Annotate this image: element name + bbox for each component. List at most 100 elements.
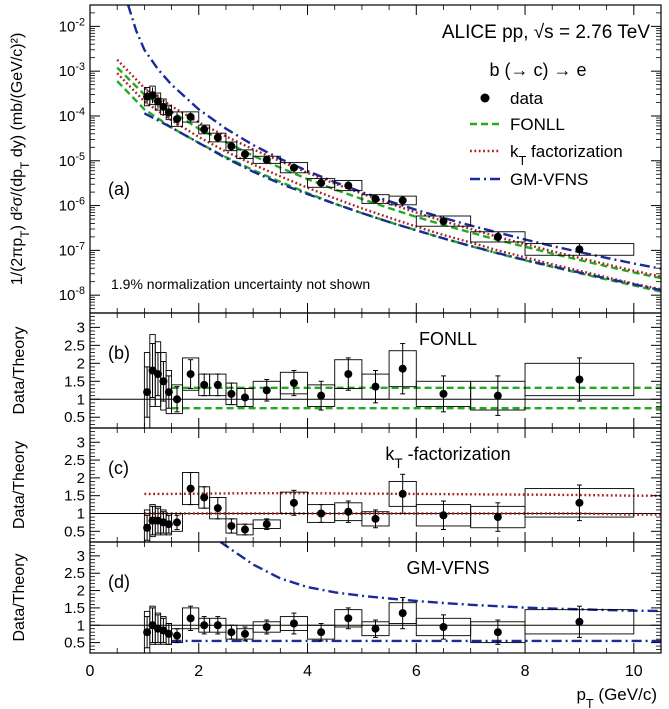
data-point <box>143 628 152 637</box>
data-point <box>262 155 271 164</box>
y-tick-label: 10-3 <box>59 61 85 80</box>
data-point <box>493 513 502 522</box>
data-point <box>143 523 152 532</box>
data-point <box>227 142 236 151</box>
panel-tag: (d) <box>108 572 130 592</box>
y-tick-label: 1.5 <box>64 600 85 617</box>
data-point <box>398 609 407 618</box>
data-point <box>173 631 182 640</box>
panel-tag: (a) <box>108 179 130 199</box>
y-tick-label: 3 <box>77 434 85 451</box>
data-point <box>148 91 157 100</box>
syst-box <box>171 513 183 532</box>
data-point <box>186 370 195 379</box>
data-point <box>317 391 326 400</box>
data-point <box>200 380 209 389</box>
data-point <box>493 391 502 400</box>
data-point <box>153 97 162 106</box>
ratio-plot-area-2 <box>90 472 661 542</box>
data-point <box>371 382 380 391</box>
syst-box <box>334 179 363 192</box>
x-tick-label: 6 <box>412 663 421 680</box>
y-tick-label: 2 <box>77 355 85 372</box>
data-point <box>153 370 162 379</box>
data-point <box>200 125 209 134</box>
data-point <box>186 614 195 623</box>
y-tick-label: 1.5 <box>64 488 85 505</box>
data-point <box>398 364 407 373</box>
y-tick-label: 2.5 <box>64 337 85 354</box>
y-tick-label: 0.5 <box>64 635 85 652</box>
data-point <box>240 150 249 159</box>
data-point <box>164 108 173 117</box>
legend-label: kT factorization <box>510 142 623 168</box>
y-tick-label: 2 <box>77 470 85 487</box>
ratio-model-label: kT -factorization <box>385 444 510 471</box>
data-point <box>213 504 222 513</box>
data-point <box>371 514 380 523</box>
process-label: b (→ c) → e <box>489 60 586 80</box>
data-point <box>186 484 195 493</box>
spectrum-plot-area <box>116 5 661 293</box>
data-point <box>289 379 298 388</box>
legend-label: GM-VFNS <box>510 170 588 189</box>
y-tick-label: 0.5 <box>64 409 85 426</box>
data-point <box>289 498 298 507</box>
y-axis-label: 1/(2πpT) d²σ/(dpT dy) (mb/(GeV/c)²) <box>9 33 32 286</box>
y-tick-label: 10-2 <box>59 16 85 35</box>
frame-layer <box>89 4 662 654</box>
y-tick-label: 0.5 <box>64 523 85 540</box>
y-tick-label: 2.5 <box>64 452 85 469</box>
x-tick-label: 2 <box>194 663 203 680</box>
data-point <box>262 520 271 529</box>
data-point <box>240 525 249 534</box>
data-point <box>240 393 249 402</box>
data-point <box>439 622 448 631</box>
data-point <box>344 181 353 190</box>
theory-lower-k_t-factorization <box>116 72 661 291</box>
data-point <box>240 629 249 638</box>
data-point <box>398 196 407 205</box>
legend-label: FONLL <box>510 115 565 134</box>
ratio-band-upper <box>144 492 661 497</box>
theory-upper-gm-vfns <box>126 5 661 270</box>
ratio-model-label: FONLL <box>419 329 477 349</box>
data-point <box>439 511 448 520</box>
syst-box <box>279 162 308 174</box>
y-tick-label: 2 <box>77 583 85 600</box>
data-point <box>159 102 168 111</box>
x-tick-label: 10 <box>625 663 643 680</box>
data-point <box>213 380 222 389</box>
y-tick-label: 1 <box>77 391 85 408</box>
y-axis-label: Data/Theory <box>11 326 28 414</box>
data-point <box>164 629 173 638</box>
ratio-model-label: GM-VFNS <box>407 558 490 578</box>
y-axis-label: Data/Theory <box>11 553 28 641</box>
data-point <box>289 619 298 628</box>
data-point <box>575 617 584 626</box>
x-tick-label: 0 <box>86 663 95 680</box>
data-point <box>200 621 209 630</box>
data-point <box>213 621 222 630</box>
ratio-band-lower <box>144 512 661 516</box>
data-point <box>344 507 353 516</box>
data-point <box>186 112 195 121</box>
data-point <box>173 518 182 527</box>
legend-label: data <box>510 89 544 108</box>
y-tick-label: 10-8 <box>59 285 85 304</box>
data-point <box>493 628 502 637</box>
x-tick-label: 4 <box>303 663 312 680</box>
data-point <box>289 163 298 172</box>
y-tick-label: 1.5 <box>64 373 85 390</box>
data-point <box>213 133 222 142</box>
y-tick-label: 10-7 <box>59 240 85 259</box>
data-point <box>398 489 407 498</box>
syst-box <box>171 384 183 415</box>
normalization-note: 1.9% normalization uncertainty not shown <box>111 276 370 292</box>
data-point <box>200 493 209 502</box>
theory-upper-fonll <box>116 66 661 280</box>
theory-lower-gm-vfns <box>143 112 661 292</box>
data-point <box>227 628 236 637</box>
data-point <box>227 389 236 398</box>
